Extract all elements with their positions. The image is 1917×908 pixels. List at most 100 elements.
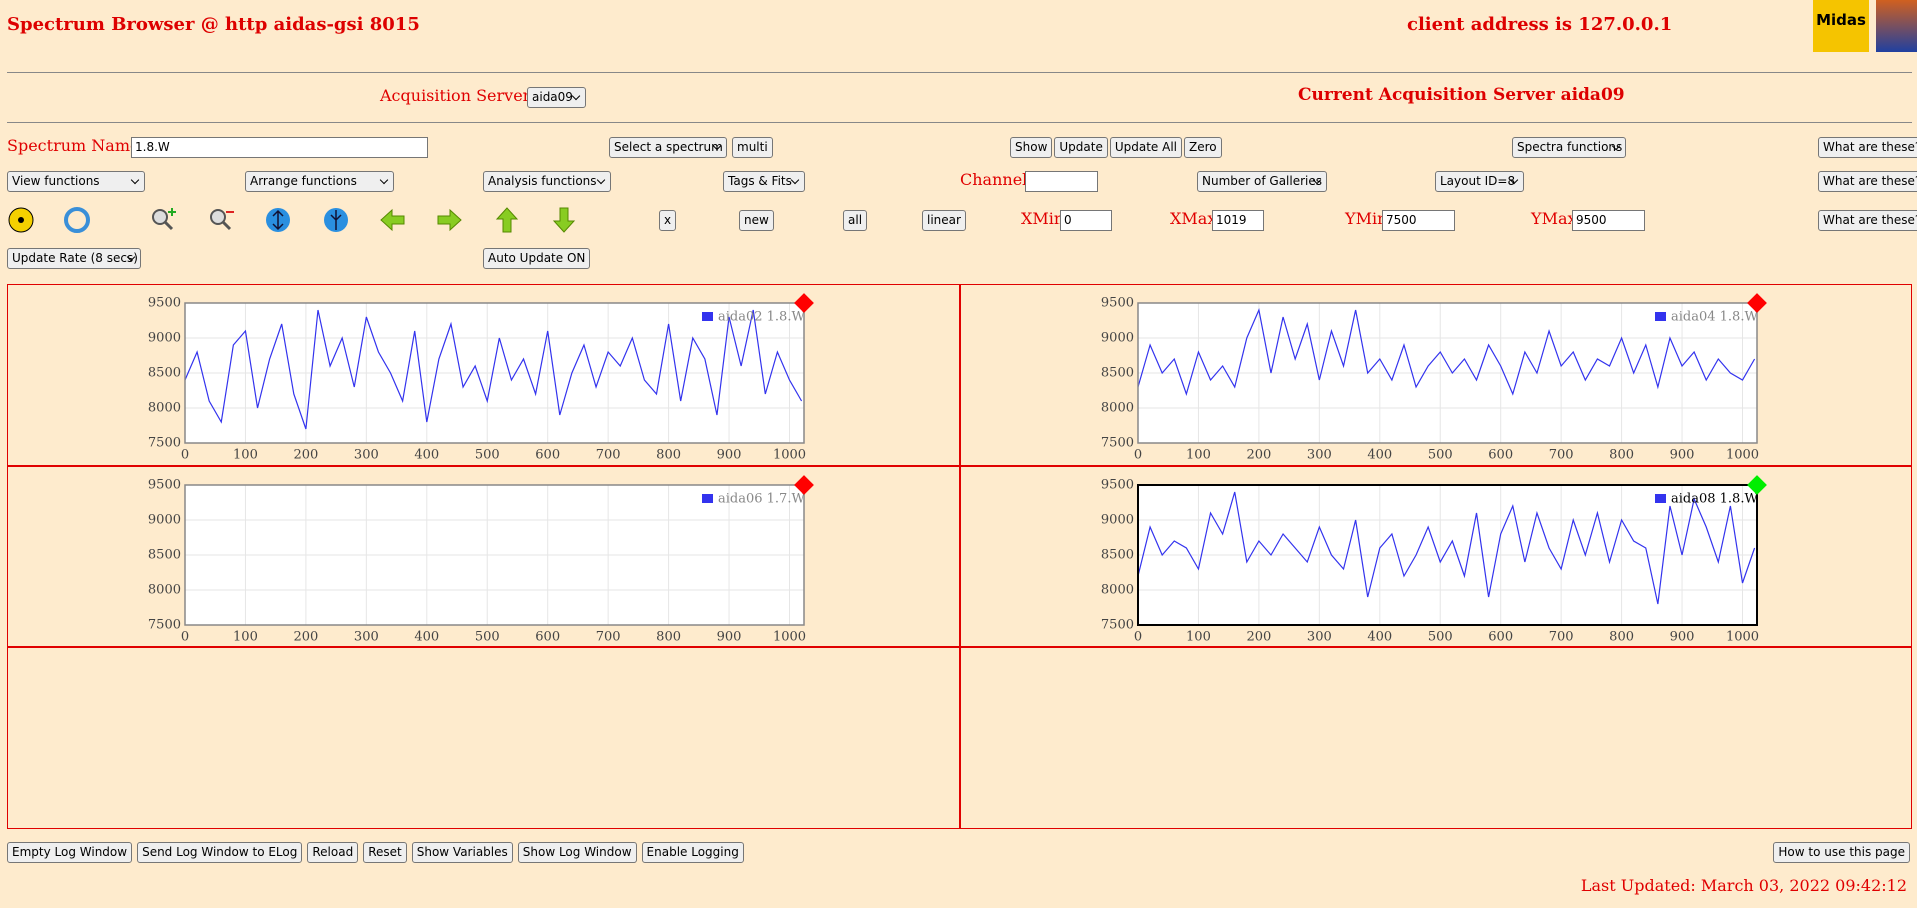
x-tick-label: 600 (1488, 448, 1513, 463)
current-server: Current Acquisition Server aida09 (1298, 85, 1625, 105)
x-tick-label: 900 (1670, 630, 1695, 645)
x-tick-label: 200 (1246, 448, 1271, 463)
button-group: Show Update Update All Zero (1010, 137, 1222, 158)
action-button[interactable]: Update All (1109, 137, 1183, 158)
layout-select[interactable]: Layout ID=8 (1435, 171, 1524, 192)
x-tick-label: 900 (1670, 448, 1695, 463)
xmin-input[interactable]: 0 (1060, 210, 1112, 231)
view-functions[interactable]: View functions (7, 171, 145, 192)
footer-buttons: Empty Log Window Send Log Window to ELog R… (7, 842, 744, 863)
footer-button[interactable]: Show Log Window (517, 842, 637, 863)
footer-button[interactable]: Enable Logging (641, 842, 744, 863)
x-tick-label: 300 (1307, 448, 1332, 463)
x-tick-label: 200 (293, 448, 318, 463)
help-page-button[interactable]: How to use this page (1773, 842, 1910, 863)
toolbar-icons (8, 207, 576, 233)
linear-button[interactable]: linear (922, 210, 966, 231)
up-arrow[interactable] (495, 207, 519, 233)
radiation-icon[interactable] (8, 207, 34, 233)
xmax-input[interactable]: 1019 (1212, 210, 1264, 231)
spectrum-line (1137, 491, 1756, 605)
plot-frame (184, 484, 805, 626)
x-tick-label: 200 (293, 630, 318, 645)
footer-button[interactable]: Reload (307, 842, 359, 863)
legend-swatch (1655, 494, 1666, 503)
panel: 7500 8000 8500 9000 9500 0 100 200 300 400 500 600 7… (960, 466, 1912, 647)
x-tick-label: 700 (1549, 630, 1574, 645)
expand-icon[interactable] (266, 208, 290, 232)
action-button[interactable]: Show (1010, 137, 1053, 158)
help-button[interactable]: What are these? (1818, 137, 1917, 158)
compress-icon[interactable] (324, 208, 348, 232)
legend-label: aida08 1.8.W (1671, 492, 1758, 507)
all-button[interactable]: all (843, 210, 868, 231)
multi-button[interactable]: multi (732, 137, 773, 158)
new-button[interactable]: new (739, 210, 774, 231)
spectrum-chart[interactable]: 7500 8000 8500 9000 9500 0 100 200 300 400 500 600 7… (961, 285, 1911, 465)
spectrum-chart[interactable]: 7500 8000 8500 9000 9500 0 100 200 300 400 500 600 7… (8, 467, 959, 646)
legend-swatch (702, 494, 713, 503)
x-tick-label: 700 (1549, 448, 1574, 463)
x-tick-label: 100 (1186, 448, 1211, 463)
left-arrow[interactable] (380, 208, 405, 232)
galleries-select[interactable]: Number of Galleries (1197, 171, 1327, 192)
arrange-functions[interactable]: Arrange functions (245, 171, 394, 192)
y-tick-label: 9000 (1101, 513, 1134, 528)
gallery: 7500 8000 8500 9000 9500 0 100 200 300 400 500 600 7… (7, 284, 1912, 829)
x-tick-label: 600 (1488, 630, 1513, 645)
right-arrow[interactable] (437, 208, 462, 232)
help-button[interactable]: What are these? (1818, 210, 1917, 231)
spectrum-select[interactable]: Select a spectrum (609, 137, 727, 158)
spectra-functions[interactable]: Spectra functions (1512, 137, 1626, 158)
x-tick-label: 500 (475, 448, 500, 463)
spectrum-chart[interactable]: 7500 8000 8500 9000 9500 0 100 200 300 400 500 600 7… (8, 285, 959, 465)
zoom-out-icon[interactable] (210, 209, 234, 231)
plot-frame (1137, 484, 1758, 626)
zoom-in-icon[interactable] (152, 208, 176, 231)
client-address: client address is 127.0.0.1 (1407, 14, 1673, 35)
spectrum-name-input[interactable]: 1.8.W (131, 137, 428, 158)
x-tick-label: 1000 (773, 630, 806, 645)
y-tick-label: 9000 (148, 331, 181, 346)
x-tick-label: 0 (181, 630, 189, 645)
action-button[interactable]: Update (1054, 137, 1108, 158)
ymax-input[interactable]: 9500 (1572, 210, 1645, 231)
analysis-functions[interactable]: Analysis functions (483, 171, 611, 192)
help-button[interactable]: What are these? (1818, 171, 1917, 192)
down-arrow[interactable] (552, 207, 576, 233)
ymax-label: YMax (1531, 209, 1577, 228)
spectrum-line (1137, 307, 1756, 396)
update-rate[interactable]: Update Rate (8 secs) (7, 248, 141, 269)
x-tick-label: 800 (1609, 448, 1634, 463)
status-marker (1747, 475, 1767, 495)
spectrum-chart[interactable]: 7500 8000 8500 9000 9500 0 100 200 300 400 500 600 7… (961, 467, 1911, 646)
tags-fits[interactable]: Tags & Fits (723, 171, 805, 192)
channel-input[interactable] (1025, 171, 1098, 192)
footer-button[interactable]: Send Log Window to ELog (137, 842, 303, 863)
x-tick-label: 700 (596, 448, 621, 463)
server-select[interactable]: aida09 (527, 87, 586, 108)
x-tick-label: 1000 (1726, 630, 1759, 645)
action-button[interactable]: Zero (1184, 137, 1222, 158)
y-tick-label: 8500 (148, 366, 181, 381)
y-tick-label: 9000 (1101, 331, 1134, 346)
x-tick-label: 500 (1428, 448, 1453, 463)
y-tick-label: 8500 (1101, 548, 1134, 563)
footer-button[interactable]: Show Variables (411, 842, 513, 863)
x-button[interactable]: x (659, 210, 677, 231)
y-tick-label: 8000 (1101, 401, 1134, 416)
ymin-input[interactable]: 7500 (1382, 210, 1455, 231)
plot-frame (184, 302, 805, 444)
footer-button[interactable]: Empty Log Window (7, 842, 133, 863)
footer-button[interactable]: Reset (363, 842, 407, 863)
refresh-icon[interactable] (64, 207, 90, 233)
channel-label: Channel: (960, 170, 1033, 189)
x-tick-label: 0 (1134, 630, 1142, 645)
x-tick-label: 1000 (773, 448, 806, 463)
spectrum-line (184, 309, 803, 430)
x-tick-label: 800 (656, 448, 681, 463)
y-tick-label: 8500 (148, 548, 181, 563)
x-tick-label: 800 (656, 630, 681, 645)
auto-update-button[interactable]: Auto Update ON (483, 248, 591, 269)
